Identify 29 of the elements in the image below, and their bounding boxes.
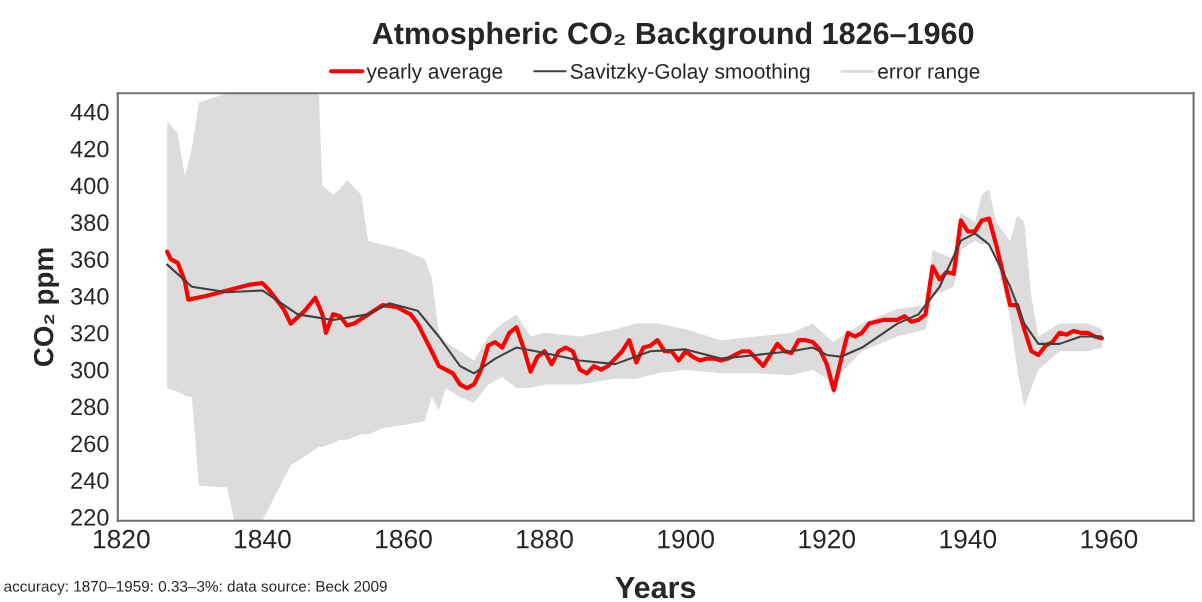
y-tick-label: 300 [70,361,109,379]
chart-title: Atmospheric CO₂ Background 1826–1960 [372,21,974,51]
y-tick-label: 280 [71,398,109,416]
text: accuracy: 1870–1959: 0.33–3%: data source: Beck 2009 [4,580,387,595]
x-tick-label: 1880 [517,529,573,549]
y-tick-label: 360 [70,251,109,268]
legend-label: yearly average [366,63,503,83]
x-tick-label: 1860 [376,529,432,549]
x-tick-label: 1820 [93,529,150,549]
y-tick-label: 420 [70,140,109,158]
y-tick-label: 400 [70,177,109,195]
y-axis-title: CO₂ ppm [33,248,59,367]
x-tick-label: 1940 [940,529,997,549]
legend-label: Savitzky-Golay smoothing [570,63,810,83]
y-tick-label: 260 [71,435,109,453]
y-tick-label: 240 [71,472,109,489]
x-tick-label: 1920 [799,529,856,549]
y-tick-label: 440 [70,103,109,121]
legend-label: error range [878,67,980,83]
line-series [166,232,1103,375]
y-tick-label: 220 [71,509,109,526]
y-tick-label: 380 [70,214,109,232]
x-tick-label: 1840 [235,529,291,549]
y-tick-label: 340 [70,288,109,305]
x-axis-title: Years [615,577,696,599]
x-tick-label: 1960 [1081,529,1138,549]
y-tick-label: 320 [70,324,109,342]
line-series [165,216,1104,393]
x-tick-label: 1900 [658,529,714,549]
